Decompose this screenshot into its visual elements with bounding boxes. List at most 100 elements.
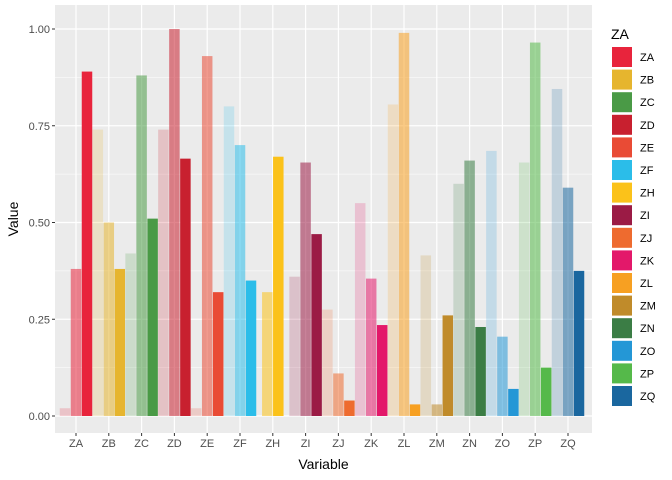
bar-zh-2: [273, 156, 284, 416]
bar-zc-3: [147, 218, 158, 416]
bar-zf-2: [234, 145, 246, 416]
legend-key-zk: [612, 250, 632, 271]
legend-label-zo: ZO: [640, 346, 656, 358]
bar-zi-1: [289, 276, 300, 416]
legend-label-zl: ZL: [640, 278, 653, 290]
legend-label-ze: ZE: [640, 142, 654, 154]
legend-key-zd: [612, 114, 632, 135]
x-tick-label: ZE: [200, 438, 214, 450]
legend-label-zm: ZM: [640, 301, 656, 313]
bar-zb-1: [92, 129, 104, 416]
bar-za-2: [70, 268, 82, 416]
x-tick-label: ZL: [398, 438, 411, 450]
legend-label-zf: ZF: [640, 165, 654, 177]
bar-zo-2: [497, 336, 508, 416]
legend-key-zm: [612, 295, 632, 316]
bar-zq-1: [551, 88, 563, 417]
bar-zc-1: [125, 253, 136, 416]
bar-zm-1: [420, 255, 432, 416]
y-tick-label: 1.00: [29, 24, 50, 36]
bar-zn-3: [475, 326, 486, 416]
x-tick-label: ZK: [364, 438, 379, 450]
bar-zk-2: [365, 278, 377, 416]
legend-key-zf: [612, 160, 632, 180]
bar-zp-2: [529, 42, 541, 417]
x-tick-label: ZN: [462, 438, 477, 450]
x-tick-label: ZC: [134, 438, 149, 450]
legend-label-zk: ZK: [640, 255, 655, 267]
legend-key-ze: [612, 137, 632, 158]
legend-key-zn: [612, 318, 632, 339]
legend-key-zp: [612, 363, 632, 384]
bars: [59, 29, 585, 417]
x-axis-title: Variable: [298, 456, 349, 472]
y-tick-label: 0.50: [29, 218, 50, 230]
legend-key-zc: [612, 92, 632, 113]
legend-key-zj: [612, 227, 632, 248]
x-tick-label: ZO: [495, 438, 511, 450]
legend-key-zq: [612, 386, 632, 406]
bar-zi-3: [311, 234, 322, 416]
legend-key-zi: [612, 205, 632, 226]
bar-za-1: [59, 408, 71, 416]
bar-zo-3: [508, 388, 519, 416]
bar-ze-1: [190, 408, 202, 416]
legend-key-zo: [612, 340, 632, 361]
legend-label-zj: ZJ: [640, 233, 652, 245]
x-tick-label: ZH: [265, 438, 280, 450]
y-tick-label: 0.75: [29, 121, 50, 133]
bar-zj-1: [322, 309, 333, 416]
bar-zq-3: [573, 270, 585, 416]
legend-label-zq: ZQ: [640, 391, 656, 403]
bar-ze-2: [201, 56, 213, 417]
bar-zl-2: [398, 32, 410, 417]
bar-zi-2: [300, 162, 311, 416]
y-axis-title: Value: [5, 201, 21, 236]
legend-label-zb: ZB: [640, 75, 654, 87]
bar-zd-3: [180, 158, 191, 416]
bar-zn-1: [453, 183, 464, 416]
legend-key-zl: [612, 273, 632, 293]
bar-zj-2: [333, 373, 344, 416]
x-tick-label: ZM: [429, 438, 445, 450]
bar-zf-1: [223, 106, 235, 417]
x-tick-label: ZF: [233, 438, 247, 450]
x-tick-label: ZJ: [332, 438, 344, 450]
legend-label-zh: ZH: [640, 188, 655, 200]
legend-key-za: [612, 47, 632, 67]
bar-zm-3: [442, 315, 454, 416]
legend-label-zn: ZN: [640, 323, 655, 335]
legend-key-zb: [612, 69, 632, 90]
x-tick-label: ZB: [102, 438, 116, 450]
bar-zl-3: [409, 404, 421, 416]
x-tick-label: ZA: [69, 438, 84, 450]
bar-zq-2: [562, 187, 574, 416]
bar-zd-1: [158, 129, 169, 416]
bar-ze-3: [212, 292, 224, 416]
legend-key-zh: [612, 182, 632, 203]
legend-label-zi: ZI: [640, 210, 650, 222]
bar-zj-3: [344, 400, 355, 416]
legend-label-zc: ZC: [640, 97, 655, 109]
legend-label-zp: ZP: [640, 368, 654, 380]
bar-zb-2: [103, 222, 115, 416]
bar-zk-1: [354, 203, 366, 416]
bar-zk-3: [376, 325, 388, 416]
axes: 0.00 0.25 0.50 0.75 1.00 ZA ZB ZC ZD ZE ZF ZH ZI ZJ ZK…: [29, 24, 577, 450]
bar-zp-1: [518, 162, 530, 416]
y-tick-label: 0.25: [29, 314, 50, 326]
bar-zn-2: [464, 160, 475, 416]
bar-zo-1: [486, 150, 497, 416]
x-tick-label: ZI: [301, 438, 311, 450]
bar-zd-2: [169, 29, 180, 416]
bar-za-3: [81, 71, 93, 416]
x-tick-label: ZQ: [560, 438, 576, 450]
x-tick-label: ZD: [167, 438, 182, 450]
bar-zf-3: [245, 280, 257, 416]
legend-title: ZA: [611, 26, 630, 42]
bar-zl-1: [387, 104, 399, 416]
y-tick-label: 0.00: [29, 411, 50, 423]
legend-label-zd: ZD: [640, 120, 655, 132]
